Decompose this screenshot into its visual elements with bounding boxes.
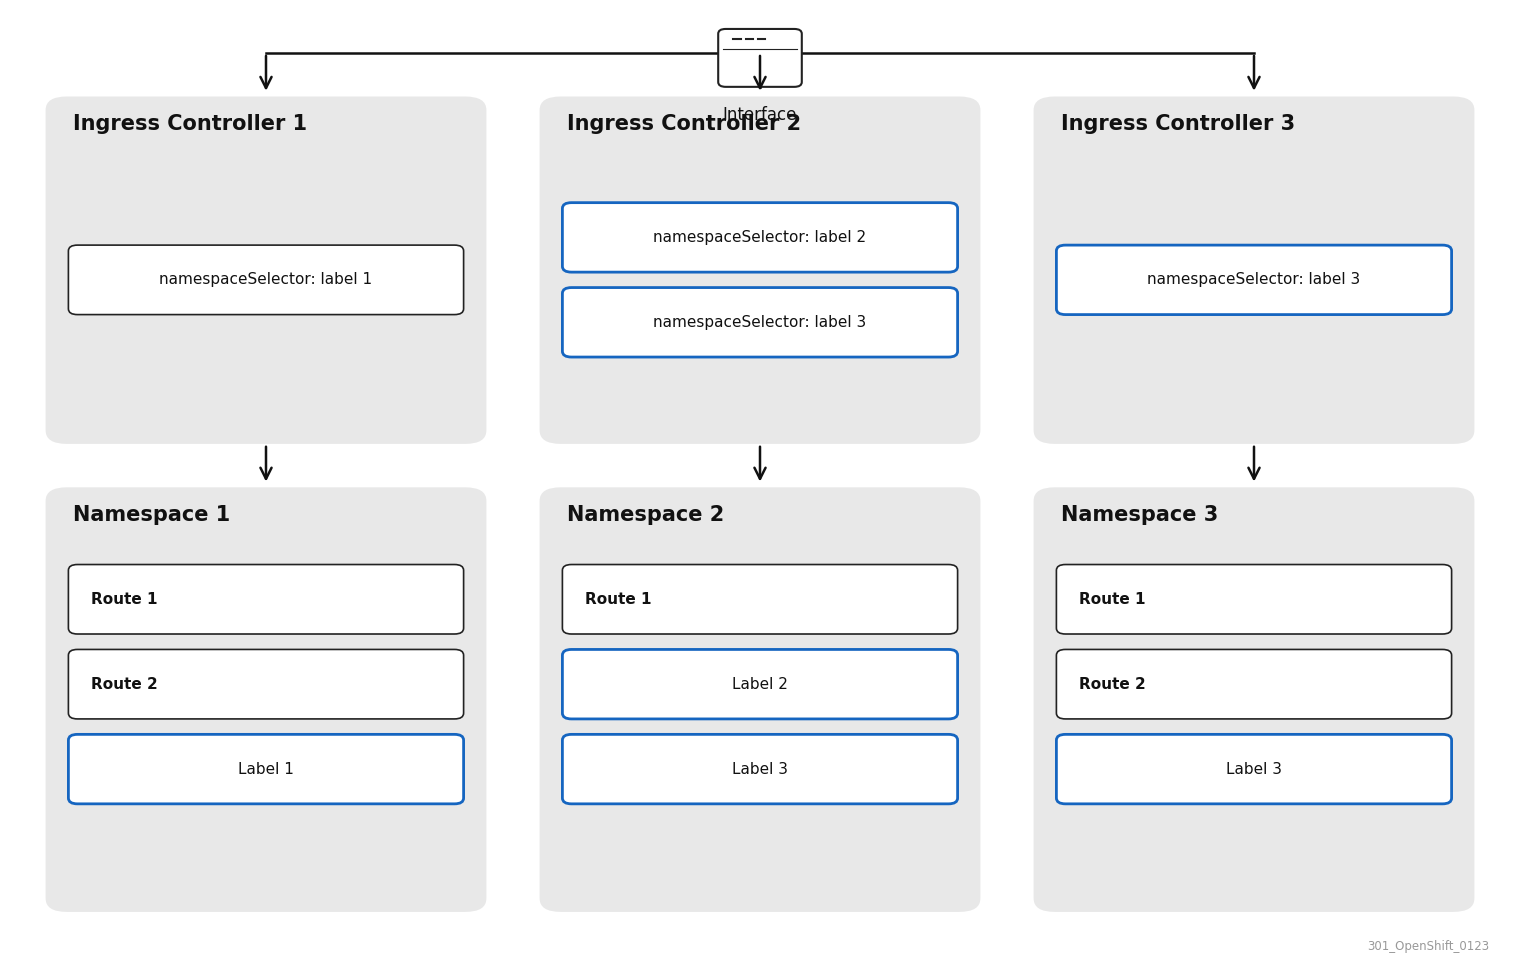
Text: Namespace 3: Namespace 3 bbox=[1061, 505, 1218, 525]
Text: namespaceSelector: label 3: namespaceSelector: label 3 bbox=[654, 315, 866, 330]
FancyBboxPatch shape bbox=[562, 203, 958, 272]
FancyBboxPatch shape bbox=[1056, 565, 1452, 634]
Text: namespaceSelector: label 3: namespaceSelector: label 3 bbox=[1148, 272, 1360, 288]
Text: Ingress Controller 3: Ingress Controller 3 bbox=[1061, 114, 1295, 134]
FancyBboxPatch shape bbox=[562, 288, 958, 357]
Text: Route 1: Route 1 bbox=[91, 592, 158, 607]
FancyBboxPatch shape bbox=[68, 649, 464, 719]
FancyBboxPatch shape bbox=[1056, 245, 1452, 315]
Text: Ingress Controller 1: Ingress Controller 1 bbox=[73, 114, 307, 134]
FancyBboxPatch shape bbox=[68, 734, 464, 804]
FancyBboxPatch shape bbox=[562, 734, 958, 804]
FancyBboxPatch shape bbox=[1056, 734, 1452, 804]
Text: namespaceSelector: label 2: namespaceSelector: label 2 bbox=[654, 230, 866, 245]
Text: Label 3: Label 3 bbox=[1227, 761, 1281, 777]
Text: Route 2: Route 2 bbox=[91, 676, 158, 692]
FancyBboxPatch shape bbox=[46, 96, 486, 444]
Text: Namespace 2: Namespace 2 bbox=[567, 505, 724, 525]
Text: Label 2: Label 2 bbox=[733, 676, 787, 692]
FancyBboxPatch shape bbox=[46, 487, 486, 912]
Text: namespaceSelector: label 1: namespaceSelector: label 1 bbox=[160, 272, 372, 288]
FancyBboxPatch shape bbox=[68, 565, 464, 634]
Text: Route 1: Route 1 bbox=[1079, 592, 1146, 607]
FancyBboxPatch shape bbox=[540, 487, 980, 912]
FancyBboxPatch shape bbox=[562, 649, 958, 719]
FancyBboxPatch shape bbox=[1056, 649, 1452, 719]
Text: Label 3: Label 3 bbox=[733, 761, 787, 777]
Text: Namespace 1: Namespace 1 bbox=[73, 505, 230, 525]
Text: 301_OpenShift_0123: 301_OpenShift_0123 bbox=[1368, 941, 1490, 953]
Text: Route 2: Route 2 bbox=[1079, 676, 1146, 692]
FancyBboxPatch shape bbox=[1034, 487, 1474, 912]
FancyBboxPatch shape bbox=[68, 245, 464, 315]
FancyBboxPatch shape bbox=[562, 565, 958, 634]
FancyBboxPatch shape bbox=[540, 96, 980, 444]
FancyBboxPatch shape bbox=[1034, 96, 1474, 444]
Text: Label 1: Label 1 bbox=[239, 761, 293, 777]
Text: Route 1: Route 1 bbox=[585, 592, 652, 607]
FancyBboxPatch shape bbox=[717, 29, 803, 87]
Text: Interface: Interface bbox=[724, 106, 796, 124]
Text: Ingress Controller 2: Ingress Controller 2 bbox=[567, 114, 801, 134]
